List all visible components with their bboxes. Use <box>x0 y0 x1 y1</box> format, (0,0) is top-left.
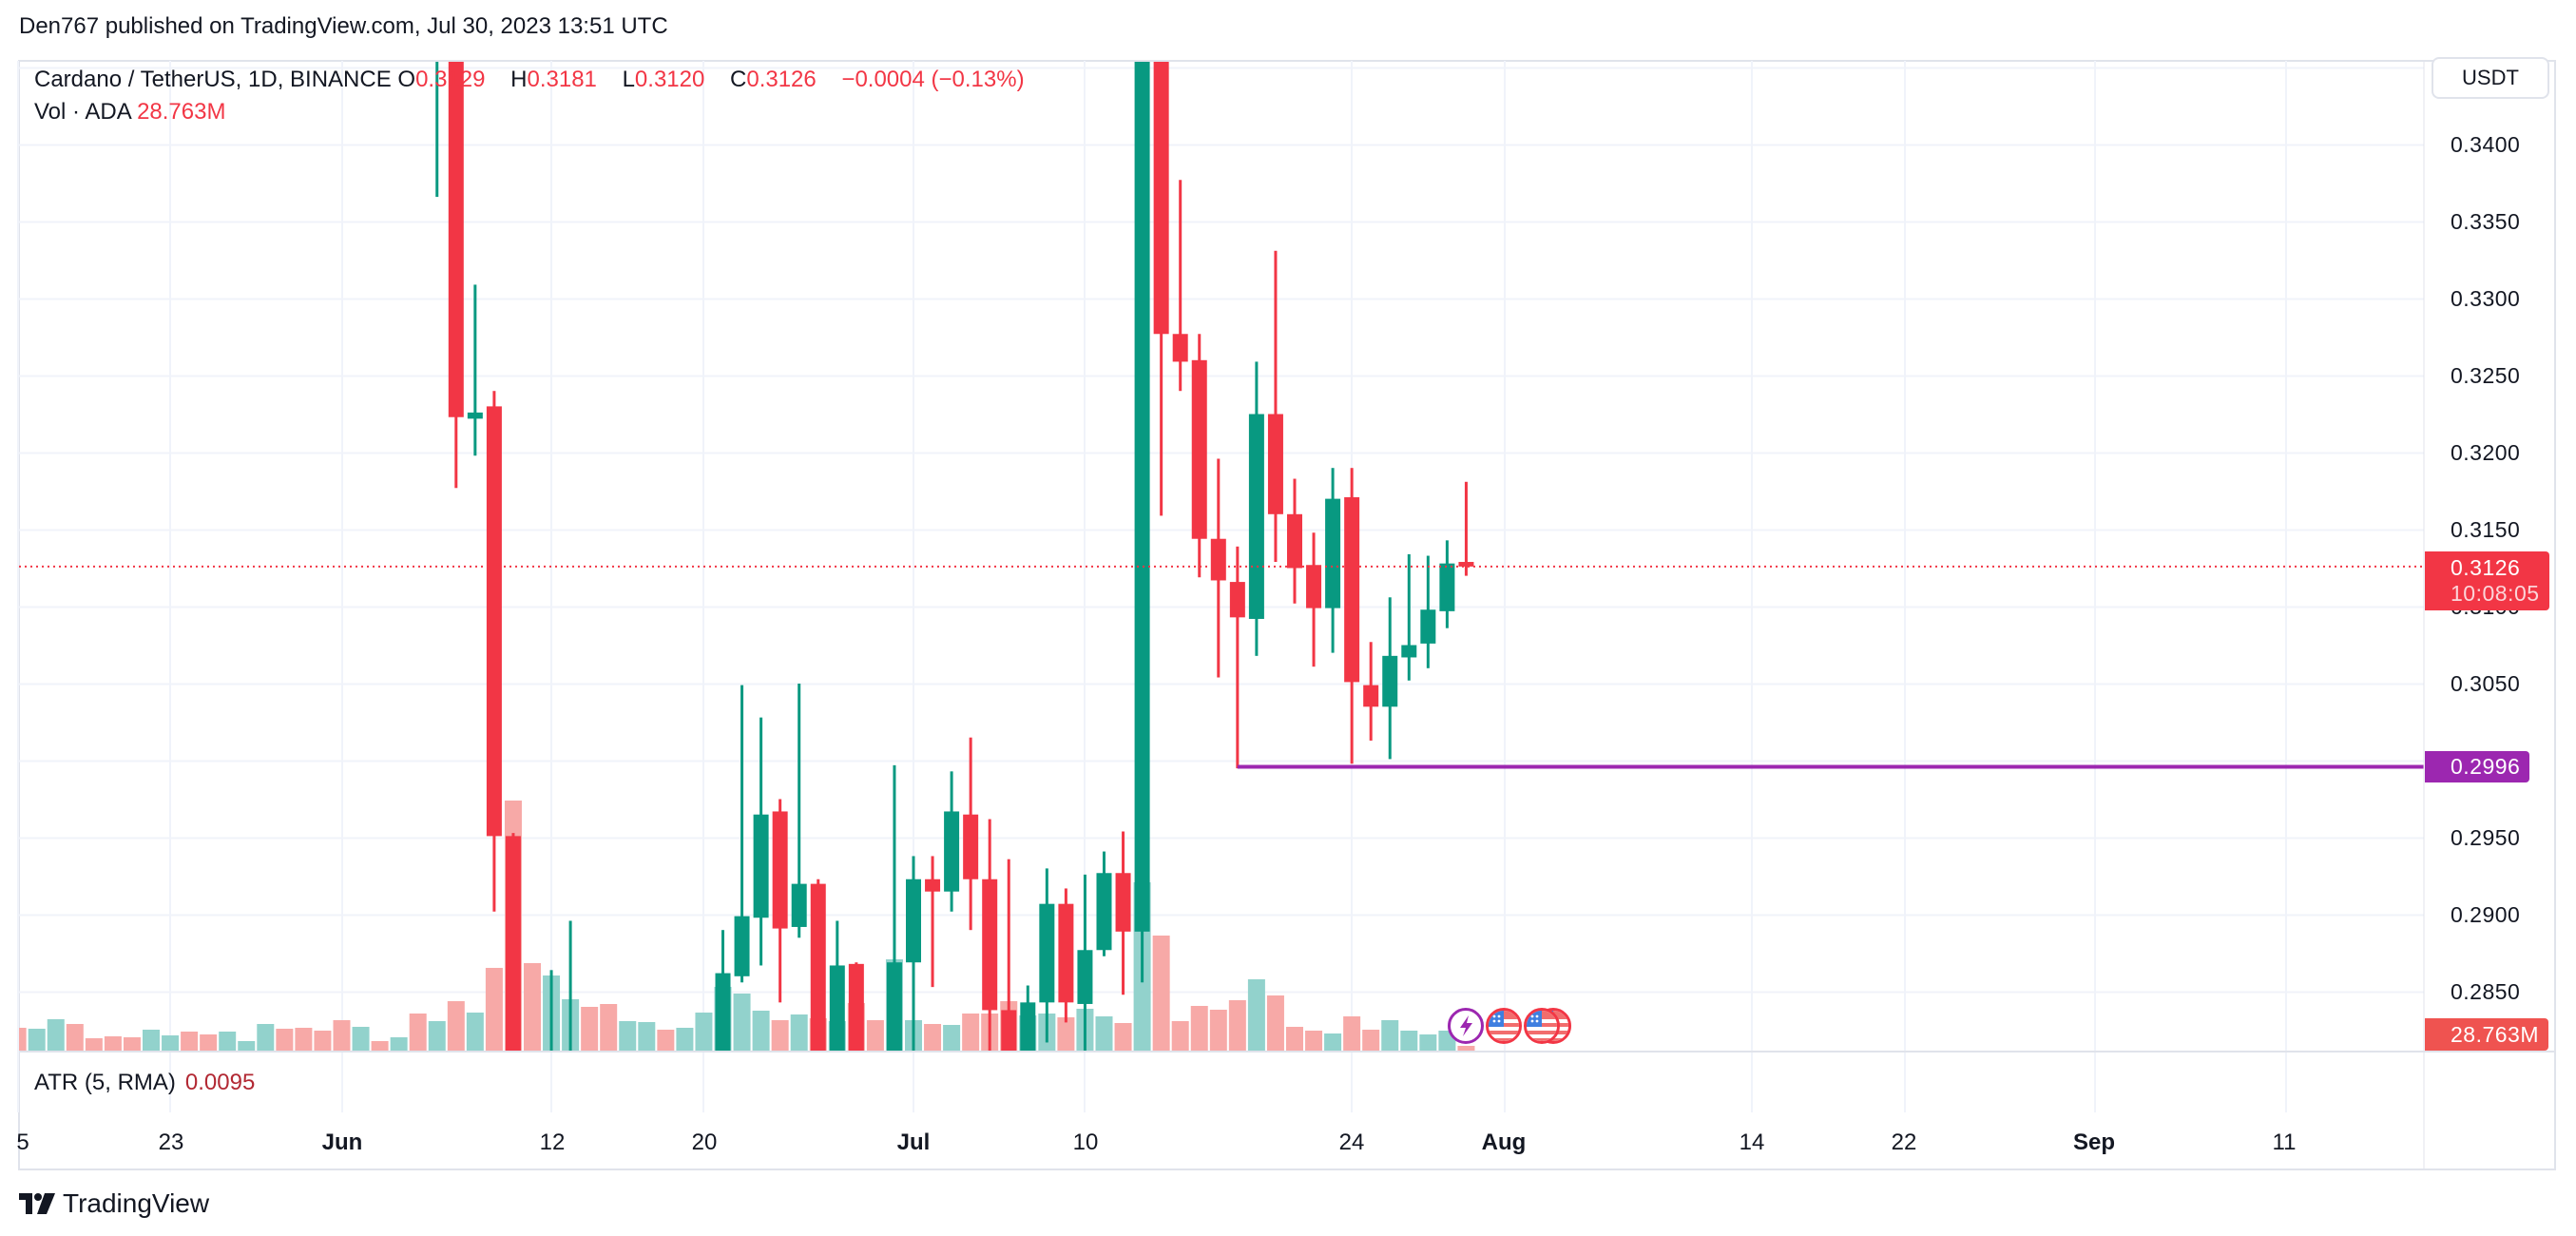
current-price-value: 0.3126 <box>2451 555 2521 580</box>
current-price-tag: 0.3126 10:08:05 <box>2425 551 2549 610</box>
bar-countdown: 10:08:05 <box>2451 581 2540 606</box>
tradingview-logo[interactable]: TradingView <box>19 1188 209 1219</box>
price-label: 0.3400 <box>2451 132 2521 157</box>
symbol-legend[interactable]: Cardano / TetherUS, 1D, BINANCE O0.3129 … <box>34 67 1034 93</box>
horizontal-level-tag: 0.2996 <box>2425 751 2529 782</box>
volume-legend[interactable]: Vol · ADA 28.763M <box>34 99 235 126</box>
atr-value: 0.0095 <box>184 1070 256 1095</box>
low-label: L <box>622 67 635 92</box>
atr-legend[interactable]: ATR (5, RMA) 0.0095 <box>34 1070 255 1096</box>
brand-name: TradingView <box>63 1188 210 1218</box>
volume-value: 28.763M <box>137 99 226 125</box>
us-flag-event-icon[interactable] <box>1486 1008 1522 1044</box>
symbol-name: Cardano / TetherUS, 1D, BINANCE <box>34 67 392 92</box>
candlesticks <box>435 62 1474 1052</box>
price-change: −0.0004 (−0.13%) <box>841 67 1025 92</box>
time-label: 23 <box>158 1130 184 1155</box>
price-label: 0.2950 <box>2451 825 2521 850</box>
volume-label: Vol · ADA <box>34 99 131 125</box>
time-label: Aug <box>1481 1130 1527 1155</box>
volume-tag: 28.763M <box>2425 1018 2548 1051</box>
atr-label: ATR (5, RMA) <box>34 1070 176 1095</box>
time-label: Jun <box>321 1130 363 1155</box>
time-label: 14 <box>1739 1130 1765 1155</box>
grid-lines <box>17 61 2424 1112</box>
high-value: 0.3181 <box>527 67 597 92</box>
time-label: 11 <box>2272 1130 2297 1155</box>
time-label: 12 <box>539 1130 566 1155</box>
close-label: C <box>730 67 747 92</box>
price-label: 0.3050 <box>2451 671 2521 696</box>
price-label: 0.2900 <box>2451 902 2521 927</box>
open-value: 0.3129 <box>415 67 486 92</box>
close-value: 0.3126 <box>746 67 817 92</box>
time-label: 10 <box>1072 1130 1099 1155</box>
us-flag-event-icon[interactable] <box>1524 1008 1560 1044</box>
time-label: 22 <box>1891 1130 1917 1155</box>
tradingview-logo-icon <box>19 1193 55 1214</box>
currency-button[interactable]: USDT <box>2432 57 2549 99</box>
price-label: 0.2850 <box>2451 979 2521 1004</box>
time-label: Sep <box>2072 1130 2116 1155</box>
low-value: 0.3120 <box>634 67 705 92</box>
price-label: 0.3200 <box>2451 440 2521 465</box>
price-label: 0.3250 <box>2451 363 2521 388</box>
publish-info: Den767 published on TradingView.com, Jul… <box>19 13 668 39</box>
time-label: 20 <box>691 1130 718 1155</box>
price-label: 0.3300 <box>2451 286 2521 311</box>
overlays <box>19 565 2424 769</box>
open-label: O <box>397 67 416 92</box>
price-label: 0.3150 <box>2451 517 2521 542</box>
lightning-event-icon[interactable] <box>1448 1008 1484 1044</box>
time-label: 24 <box>1338 1130 1365 1155</box>
price-label: 0.3350 <box>2451 209 2521 234</box>
time-label: Jul <box>896 1130 931 1155</box>
time-label: 5 <box>16 1130 29 1155</box>
high-label: H <box>510 67 528 92</box>
